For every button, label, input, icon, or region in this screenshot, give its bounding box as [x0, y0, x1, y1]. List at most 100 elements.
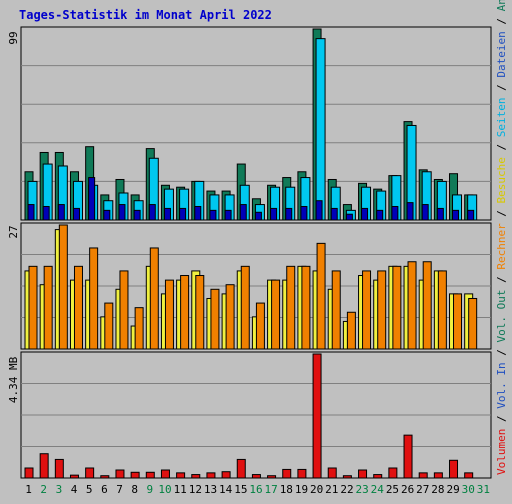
legend-separator: / [495, 78, 508, 98]
seiten-bar [239, 204, 247, 221]
seiten-bar [224, 209, 232, 221]
volumen-bar [433, 472, 443, 479]
day-label: 17 [265, 483, 278, 496]
volumen-bar [54, 458, 64, 479]
dateien-bar [315, 38, 326, 221]
volumen-bar [251, 474, 261, 479]
rechner-bar [210, 288, 220, 350]
legend-item-besuche: Besuche [495, 157, 508, 203]
day-label: 28 [431, 483, 444, 496]
rechner-bar [240, 265, 250, 350]
day-label: 2 [40, 483, 47, 496]
seiten-bar [133, 209, 141, 221]
rechner-bar [255, 302, 265, 350]
rechner-bar [134, 307, 144, 350]
day-label: 20 [310, 483, 323, 496]
day-label: 5 [86, 483, 93, 496]
day-label: 24 [371, 483, 385, 496]
legend-item-volumen: Volumen [495, 429, 508, 475]
seiten-bar [300, 205, 308, 221]
day-label: 27 [416, 483, 429, 496]
volumen-bar [282, 468, 292, 479]
rechner-bar [301, 265, 311, 350]
seiten-bar [57, 204, 65, 221]
day-label: 25 [386, 483, 399, 496]
seiten-bar [361, 207, 369, 221]
seiten-bar [42, 205, 50, 221]
volumen-bar [24, 467, 34, 479]
rechner-bar [331, 270, 341, 350]
volumen-bar [115, 469, 125, 479]
rechner-bar [28, 265, 38, 350]
seiten-bar [163, 207, 171, 221]
seiten-bar [194, 205, 202, 221]
volumen-bar [327, 467, 337, 479]
volumen-bar [297, 468, 307, 479]
seiten-bar [376, 209, 384, 221]
day-label: 18 [280, 483, 293, 496]
legend: Volumen / Vol. In / Vol. Out / Rechner /… [495, 0, 508, 475]
day-label: 29 [446, 483, 459, 496]
day-label: 22 [340, 483, 353, 496]
seiten-bar [330, 207, 338, 221]
legend-separator: / [495, 409, 508, 429]
day-label: 10 [158, 483, 171, 496]
volumen-bar [312, 353, 322, 479]
seiten-bar [148, 204, 156, 221]
volumen-bar [176, 472, 186, 479]
day-label: 19 [295, 483, 308, 496]
rechner-bar [422, 261, 432, 350]
rechner-bar [89, 247, 99, 350]
day-label: 15 [234, 483, 247, 496]
rechner-bar [195, 275, 205, 350]
volumen-bar [191, 474, 201, 479]
rechner-bar [437, 270, 447, 350]
rechner-bar [392, 265, 402, 350]
volumen-bar [267, 475, 277, 479]
seiten-bar [345, 213, 353, 221]
seiten-bar [315, 200, 323, 221]
rechner-bar [119, 270, 129, 350]
rechner-bar [407, 261, 417, 350]
volumen-bar [236, 458, 246, 479]
rechner-bar [362, 270, 372, 350]
legend-item-vol-in: Vol. In [495, 362, 508, 408]
volumen-bar [69, 474, 79, 479]
day-label: 26 [401, 483, 414, 496]
rechner-bar [73, 265, 83, 350]
seiten-bar [452, 209, 460, 221]
chart-title: Tages-Statistik im Monat April 2022 [19, 8, 272, 22]
rechner-bar [377, 270, 387, 350]
volumen-bar [160, 469, 170, 479]
seiten-bar [254, 211, 262, 221]
seiten-bar [285, 207, 293, 221]
rechner-bar [316, 242, 326, 350]
day-label: 13 [204, 483, 217, 496]
day-label: 6 [101, 483, 108, 496]
rechner-bar [271, 279, 281, 350]
legend-separator: / [495, 343, 508, 363]
rechner-bar [286, 265, 296, 350]
rechner-bar [346, 311, 356, 350]
seiten-bar [391, 205, 399, 221]
volumen-bar [342, 475, 352, 479]
seiten-bar [406, 202, 414, 221]
volumen-bar [206, 472, 216, 479]
legend-separator: / [495, 11, 508, 31]
legend-separator: / [495, 137, 508, 157]
volumen-bar [418, 472, 428, 479]
seiten-bar [270, 207, 278, 221]
rechner-bar [164, 279, 174, 350]
day-label: 4 [71, 483, 78, 496]
volumen-bar [388, 467, 398, 479]
day-label: 9 [147, 483, 154, 496]
y-max-label-2: 27 [7, 225, 20, 238]
y-max-label-3: 4.34 MB [7, 356, 20, 403]
legend-item-vol-out: Vol. Out [495, 290, 508, 343]
legend-item-rechner: Rechner [495, 223, 508, 270]
day-label: 3 [56, 483, 63, 496]
day-label: 8 [131, 483, 138, 496]
rechner-bar [104, 302, 114, 350]
legend-item-dateien: Dateien [495, 31, 508, 77]
